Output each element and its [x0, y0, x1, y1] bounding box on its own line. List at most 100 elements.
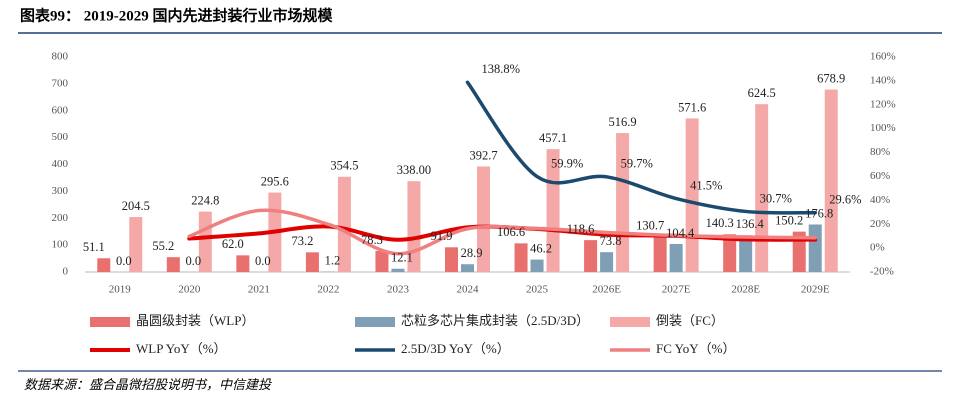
legend-label: FC YoY（%）	[656, 341, 735, 356]
y2-tick-label: 20%	[870, 218, 890, 230]
x-tick-label: 2028E	[731, 284, 760, 296]
y2-tick-label: 160%	[870, 51, 896, 63]
x-tick-label: 2021	[248, 284, 270, 296]
chart-title: 图表99： 2019-2029 国内先进封装行业市场规模	[20, 6, 333, 24]
data-label: 51.1	[83, 240, 105, 254]
data-label: 457.1	[539, 131, 567, 145]
x-tick-label: 2025	[526, 284, 549, 296]
y-tick-label: 100	[52, 239, 69, 251]
data-label: 104.4	[666, 226, 695, 240]
bar	[531, 260, 544, 272]
data-label: 118.6	[567, 222, 595, 236]
y-tick-label: 700	[52, 77, 69, 89]
legend-label: 倒装（FC）	[656, 313, 724, 328]
data-label: 1.2	[325, 254, 341, 268]
data-label: 0.0	[186, 254, 202, 268]
legend-label: 晶圆级封装（WLP）	[136, 313, 254, 328]
data-label: 140.3	[706, 216, 734, 230]
bar	[686, 118, 699, 272]
x-tick-label: 2024	[457, 284, 480, 296]
y2-tick-label: 80%	[870, 146, 890, 158]
y-tick-label: 200	[52, 212, 69, 224]
data-label: 150.2	[775, 214, 803, 228]
data-label: 62.0	[222, 237, 244, 251]
data-label: 224.8	[191, 193, 219, 207]
data-label: 516.9	[609, 115, 637, 129]
legend-swatch	[90, 317, 130, 327]
x-tick-label: 2019	[109, 284, 132, 296]
y-tick-label: 400	[52, 158, 69, 170]
bar	[445, 247, 458, 272]
data-label: 0.0	[116, 254, 132, 268]
bar	[616, 133, 629, 272]
y2-tick-label: 60%	[870, 170, 890, 182]
line-label: 29.6%	[829, 193, 861, 207]
bar	[306, 252, 319, 272]
x-tick-label: 2029E	[801, 284, 830, 296]
legend-swatch	[610, 317, 650, 327]
bar	[809, 224, 822, 272]
y2-tick-label: 0%	[870, 242, 885, 254]
line-label: 30.7%	[760, 191, 792, 205]
data-label: 204.5	[122, 199, 150, 213]
x-tick-label: 2026E	[592, 284, 621, 296]
bar	[167, 257, 180, 272]
data-label: 28.9	[461, 246, 483, 260]
data-label: 73.2	[291, 234, 313, 248]
y2-tick-label: 40%	[870, 194, 890, 206]
bar	[654, 237, 667, 272]
x-tick-label: 2022	[317, 284, 339, 296]
data-label: 678.9	[817, 71, 845, 85]
y-tick-label: 500	[52, 131, 69, 143]
bar	[236, 255, 249, 272]
x-tick-label: 2023	[387, 284, 410, 296]
bar	[461, 264, 474, 272]
legend-label: 芯粒多芯片集成封装（2.5D/3D）	[401, 313, 589, 328]
y-tick-label: 0	[63, 266, 69, 278]
y2-tick-label: 100%	[870, 122, 896, 134]
data-label: 295.6	[261, 174, 289, 188]
data-label: 78.3	[361, 233, 383, 247]
data-label: 130.7	[636, 219, 664, 233]
data-label: 73.8	[600, 234, 622, 248]
bar	[825, 90, 838, 272]
bar	[391, 269, 404, 272]
bar	[670, 244, 683, 272]
line-label: 138.8%	[482, 62, 521, 76]
line-label: 41.5%	[690, 178, 722, 192]
y-tick-label: 300	[52, 185, 69, 197]
x-tick-label: 2020	[178, 284, 201, 296]
data-label: 571.6	[678, 100, 706, 114]
bar	[375, 251, 388, 272]
data-label: 624.5	[748, 86, 776, 100]
data-label: 338.00	[397, 163, 431, 177]
data-label: 392.7	[469, 148, 497, 162]
data-label: 136.4	[736, 217, 765, 231]
bar	[755, 104, 768, 272]
data-label: 176.8	[805, 206, 833, 220]
data-label: 0.0	[255, 254, 271, 268]
line-label: 59.9%	[551, 156, 583, 170]
legend-label: 2.5D/3D YoY（%）	[401, 341, 510, 356]
y2-tick-label: -20%	[870, 266, 894, 278]
y2-tick-label: 140%	[870, 74, 896, 86]
data-label: 55.2	[152, 239, 174, 253]
data-label: 46.2	[530, 241, 552, 255]
bar	[584, 240, 597, 272]
y-tick-label: 600	[52, 104, 69, 116]
data-label: 354.5	[330, 159, 358, 173]
y-tick-label: 800	[52, 51, 69, 63]
legend-swatch	[355, 317, 395, 327]
line-label: 59.7%	[621, 157, 653, 171]
data-label: 91.9	[431, 229, 453, 243]
bar	[515, 243, 528, 272]
bar	[600, 252, 613, 272]
legend-label: WLP YoY（%）	[136, 341, 227, 356]
x-tick-label: 2027E	[662, 284, 691, 296]
data-label: 106.6	[497, 225, 525, 239]
data-label: 12.1	[391, 251, 413, 265]
y2-tick-label: 120%	[870, 98, 896, 110]
source: 数据来源：盛合晶微招股说明书，中信建投	[24, 377, 272, 392]
bar	[97, 258, 110, 272]
